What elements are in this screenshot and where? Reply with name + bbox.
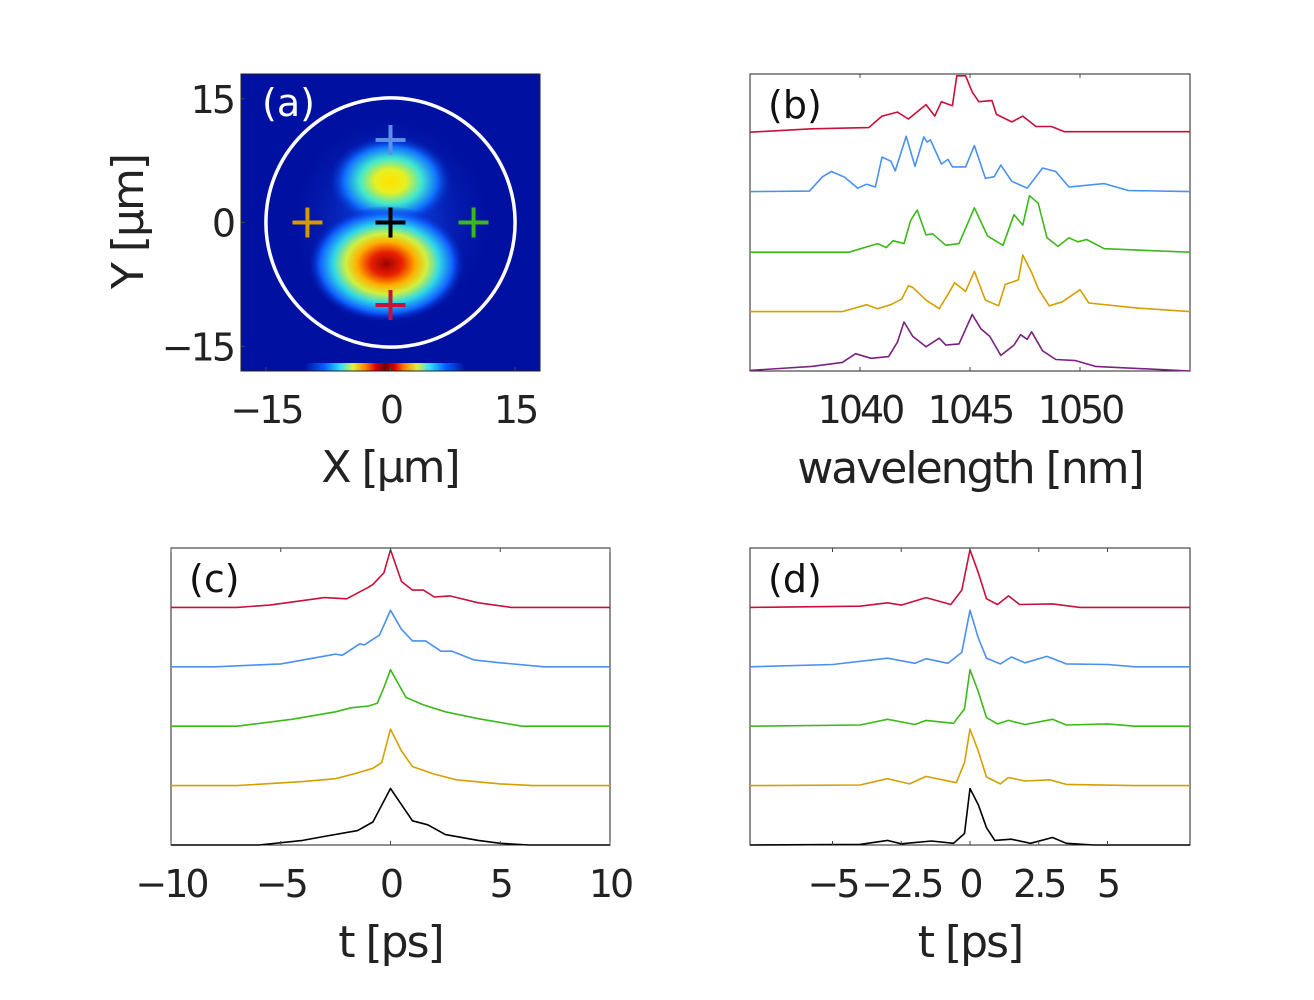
trace-1 — [749, 75, 1190, 133]
x-tick-label: −5 — [807, 862, 857, 906]
cross-marker — [375, 125, 406, 155]
x-tick-label: 0 — [380, 862, 402, 906]
x-tick-label: −10 — [135, 862, 207, 906]
trace-5 — [171, 787, 610, 846]
x-tick-label: 1045 — [928, 388, 1013, 432]
panel-label: (c) — [189, 557, 240, 601]
trace-4 — [750, 254, 1191, 313]
x-tick-label: −15 — [230, 388, 301, 432]
trace-3 — [750, 194, 1191, 253]
trace-5 — [749, 313, 1191, 372]
y-tick-label: 15 — [191, 78, 233, 122]
trace-3 — [749, 668, 1190, 728]
y-axis-label: Y [µm] — [103, 155, 154, 290]
panel-a: −15 0 15 15 0 −15 X [µm] Y [µm] (a) — [103, 73, 541, 493]
x-tick-label: 15 — [494, 388, 536, 432]
trace-4 — [171, 728, 610, 787]
cross-marker — [375, 207, 406, 238]
y-tick-label: −15 — [162, 325, 233, 369]
x-axis-label: t [ps] — [338, 917, 442, 968]
panel-b: 1040 1045 1050 wavelength [nm] (b) — [749, 73, 1191, 494]
trace-4 — [749, 728, 1190, 787]
cross-marker — [458, 207, 489, 238]
trace-2 — [749, 609, 1190, 668]
panel-label: (a) — [262, 81, 315, 125]
x-tick-label: 5 — [490, 862, 511, 906]
cross-marker — [292, 207, 323, 238]
x-tick-label: 10 — [589, 862, 632, 906]
cross-marker — [375, 290, 406, 320]
x-tick-label: 1050 — [1038, 388, 1124, 432]
x-axis-label: X [µm] — [321, 442, 458, 493]
trace-3 — [171, 668, 610, 728]
x-tick-label: 1040 — [818, 388, 904, 432]
x-tick-label: 0 — [959, 862, 981, 906]
axes-frame — [749, 547, 1191, 846]
axes-frame — [749, 73, 1191, 372]
core-circle — [264, 96, 517, 349]
intensity-lobe-upper — [328, 135, 453, 228]
x-tick-label: −2.5 — [861, 862, 941, 906]
panel-label: (d) — [768, 557, 822, 601]
panel-c: −10 −5 0 5 10 t [ps] (c) — [135, 547, 635, 968]
panel-label: (b) — [768, 83, 822, 127]
trace-5 — [749, 787, 1190, 846]
x-tick-label: 0 — [380, 388, 402, 432]
x-tick-label: 5 — [1097, 862, 1118, 906]
x-axis-label: t [ps] — [918, 917, 1022, 968]
y-tick-label: 0 — [212, 202, 234, 246]
trace-1 — [749, 548, 1190, 609]
x-axis-label: wavelength [nm] — [797, 443, 1142, 494]
x-tick-label: −5 — [256, 862, 306, 906]
trace-2 — [171, 609, 610, 668]
trace-2 — [749, 135, 1191, 193]
x-tick-label: 2.5 — [1013, 862, 1064, 906]
intensity-lobe-lower — [308, 205, 465, 322]
panel-d: −5 −2.5 0 2.5 5 t [ps] (d) — [749, 547, 1191, 968]
intensity-image — [241, 74, 540, 371]
colorbar — [305, 363, 465, 371]
axes-frame — [170, 547, 611, 846]
